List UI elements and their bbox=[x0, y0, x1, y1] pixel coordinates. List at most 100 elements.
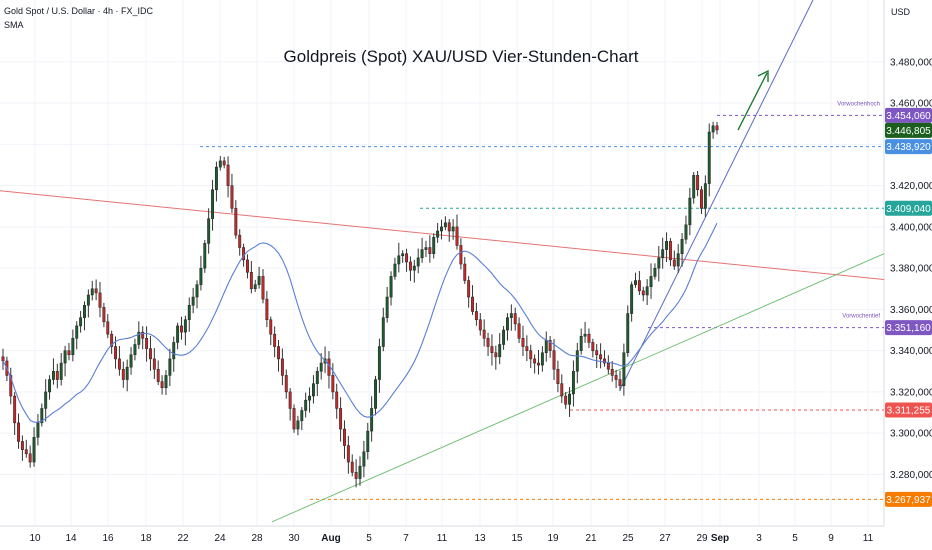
candle-body bbox=[180, 325, 183, 333]
candle-body bbox=[599, 354, 603, 360]
x-tick-label: 25 bbox=[622, 533, 634, 544]
candle-body bbox=[374, 379, 377, 409]
x-tick-label: Sep bbox=[711, 533, 729, 544]
candle-body bbox=[350, 461, 354, 473]
candle-body bbox=[222, 160, 226, 166]
candle-body bbox=[102, 307, 106, 323]
candle-body bbox=[381, 317, 385, 347]
candle-body bbox=[366, 430, 370, 452]
candle-body bbox=[455, 226, 459, 246]
candle-body bbox=[156, 368, 160, 382]
candle-body bbox=[191, 296, 195, 306]
candle-body bbox=[296, 420, 300, 430]
trend-lines[interactable] bbox=[0, 0, 885, 523]
arrow-shaft bbox=[737, 72, 768, 131]
candle-body bbox=[145, 338, 149, 349]
y-tick-label: 3.420,000 bbox=[890, 181, 932, 192]
candle-body bbox=[707, 131, 711, 184]
candle-body bbox=[595, 350, 599, 356]
candle-body bbox=[560, 383, 564, 397]
candle-body bbox=[273, 333, 277, 347]
candle-body bbox=[610, 368, 614, 376]
candle-body bbox=[529, 350, 533, 360]
x-tick-label: 11 bbox=[863, 533, 874, 544]
candle-body bbox=[292, 408, 296, 430]
candle-body bbox=[509, 313, 513, 318]
candle-body bbox=[253, 284, 257, 290]
candle-body bbox=[521, 338, 525, 347]
candle-body bbox=[525, 346, 529, 351]
candle-body bbox=[676, 253, 680, 267]
candle-body bbox=[653, 267, 657, 277]
candle-body bbox=[571, 371, 575, 395]
candle-body bbox=[207, 218, 211, 244]
candle-body bbox=[556, 368, 560, 384]
candle-body bbox=[393, 263, 397, 277]
candle-body bbox=[67, 350, 71, 356]
candle-body bbox=[424, 247, 428, 250]
y-tick-label: 3.280,000 bbox=[890, 470, 932, 481]
resistance-trendline[interactable] bbox=[0, 190, 885, 280]
price-tag-label: 3.267,937 bbox=[886, 495, 931, 506]
candle-body bbox=[412, 265, 416, 271]
candle-body bbox=[614, 375, 618, 380]
y-tick-label: 3.400,000 bbox=[890, 222, 932, 233]
candle-body bbox=[40, 408, 44, 424]
price-tag bbox=[885, 402, 932, 418]
candle-body bbox=[513, 313, 517, 325]
candle-body bbox=[680, 239, 684, 254]
price-tag bbox=[885, 139, 932, 155]
chart-title: Goldpreis (Spot) XAU/USD Vier-Stunden-Ch… bbox=[284, 47, 639, 66]
candle-body bbox=[269, 319, 273, 335]
candle-body bbox=[86, 294, 90, 306]
candle-body bbox=[129, 354, 133, 368]
price-tags: 3.454,060 Vorwochenhoch 3.446,805 3.438,920… bbox=[837, 101, 932, 507]
candle-body bbox=[626, 313, 630, 353]
candle-body bbox=[335, 391, 339, 409]
price-tag bbox=[885, 107, 932, 123]
candle-body bbox=[548, 340, 552, 351]
price-tag-label: 3.438,920 bbox=[886, 142, 931, 153]
candle-body bbox=[308, 395, 312, 401]
candle-body bbox=[688, 197, 692, 226]
candle-body bbox=[568, 393, 571, 405]
candle-body bbox=[1, 356, 5, 362]
sma-line-group bbox=[2, 222, 718, 423]
candle-body bbox=[478, 319, 482, 331]
candle-body bbox=[13, 395, 17, 424]
candle-body bbox=[238, 234, 242, 248]
candle-body bbox=[211, 189, 214, 219]
candle-body bbox=[389, 276, 393, 298]
candle-body bbox=[288, 391, 292, 409]
candle-body bbox=[172, 342, 176, 360]
uptrend-line[interactable] bbox=[619, 0, 814, 391]
time-axis[interactable]: 10 14 16 18 22 24 28 30 Aug 5 7 11 13 15 19 21 25 27 29 Sep… bbox=[29, 533, 873, 544]
y-tick-label: 3.460,000 bbox=[890, 99, 932, 110]
candle-body bbox=[502, 329, 506, 345]
candle-body bbox=[218, 160, 222, 168]
candle-body bbox=[408, 261, 412, 271]
candle-body bbox=[160, 381, 164, 389]
candle-body bbox=[137, 331, 141, 345]
candle-body bbox=[79, 317, 83, 327]
y-tick-label: 3.360,000 bbox=[890, 305, 932, 316]
candle-body bbox=[311, 383, 315, 397]
price-tag-label: 3.409,040 bbox=[886, 204, 931, 215]
candle-body bbox=[277, 346, 280, 360]
x-tick-label: 22 bbox=[177, 533, 189, 544]
horizontal-levels bbox=[200, 114, 884, 500]
candle-body bbox=[32, 437, 36, 463]
candle-body bbox=[20, 441, 24, 450]
candle-body bbox=[257, 276, 261, 285]
candle-body bbox=[661, 249, 665, 259]
candle-body bbox=[51, 371, 55, 380]
candle-body bbox=[498, 344, 502, 358]
candle-body bbox=[152, 358, 156, 370]
candle-body bbox=[234, 208, 238, 236]
x-tick-label: 3 bbox=[756, 533, 762, 544]
candle-body bbox=[125, 366, 129, 380]
candle-body bbox=[346, 445, 350, 463]
candle-body bbox=[587, 333, 591, 343]
support-trendline[interactable] bbox=[271, 253, 885, 523]
